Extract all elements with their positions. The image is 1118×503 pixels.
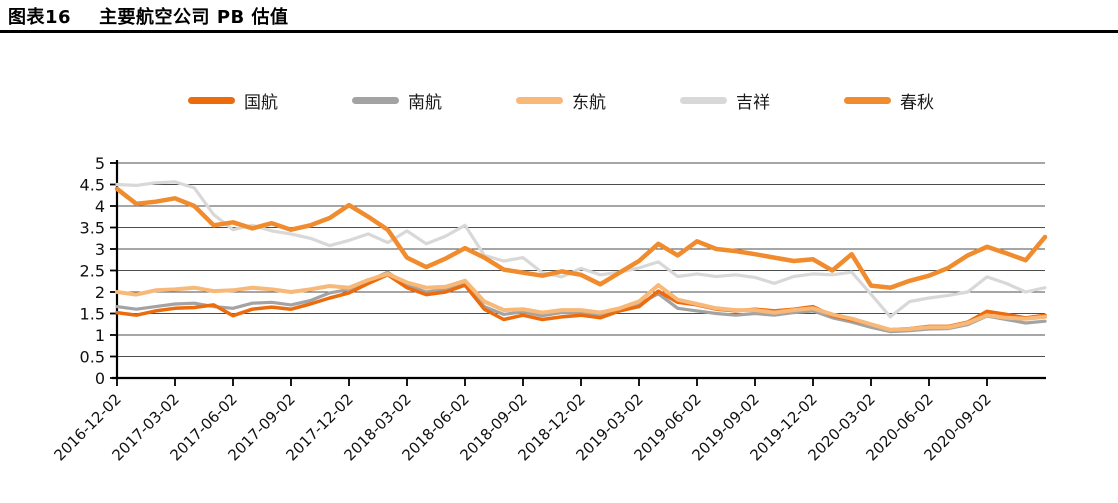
y-tick-label: 3 — [95, 240, 105, 259]
legend-label: 吉祥 — [736, 93, 770, 113]
legend-swatch-icon — [188, 97, 235, 104]
y-tick-label: 2 — [95, 283, 105, 302]
legend-item-0: 国航 — [188, 88, 278, 113]
series-line-3-吉祥 — [115, 180, 1047, 319]
chart-canvas: 00.511.522.533.544.552016-12-022017-03-0… — [50, 154, 1048, 464]
legend-item-4: 春秋 — [844, 88, 934, 113]
series-line-2-东航 — [115, 271, 1047, 332]
figure-number: 图表16 — [8, 7, 72, 28]
y-tick-label: 3.5 — [80, 219, 105, 238]
title-divider-line — [0, 30, 1118, 33]
y-tick-label: 2.5 — [80, 262, 105, 281]
figure-title-text: 主要航空公司 PB 估值 — [99, 7, 289, 28]
y-tick-label: 4.5 — [80, 176, 105, 195]
legend-swatch-icon — [516, 97, 563, 104]
y-tick-label: 1.5 — [80, 305, 105, 324]
legend-item-3: 吉祥 — [680, 88, 770, 113]
pb-valuation-chart: 0 0.5 1 1.5 2 2.5 3 3.5 4 4.5 5 2016-12-02 2017-03-0… — [0, 118, 1118, 498]
legend-label: 南航 — [408, 93, 442, 113]
y-tick-label: 1 — [95, 326, 105, 345]
legend-swatch-icon — [352, 97, 399, 104]
y-tick-label: 0.5 — [80, 348, 105, 367]
legend-swatch-icon — [844, 97, 891, 104]
legend-label: 国航 — [244, 93, 278, 113]
figure-title: 图表16 主要航空公司 PB 估值 — [8, 3, 289, 29]
legend-label: 春秋 — [900, 93, 934, 113]
y-tick-label: 5 — [95, 154, 105, 173]
y-tick-label: 4 — [95, 197, 105, 216]
series-line-4-春秋 — [114, 186, 1048, 290]
y-tick-label: 0 — [95, 369, 105, 388]
legend-swatch-icon — [680, 97, 727, 104]
legend-item-2: 东航 — [516, 88, 606, 113]
legend-label: 东航 — [572, 93, 606, 113]
legend-item-1: 南航 — [352, 88, 442, 113]
chart-legend: 国航 南航 东航 吉祥 春秋 — [188, 88, 934, 113]
